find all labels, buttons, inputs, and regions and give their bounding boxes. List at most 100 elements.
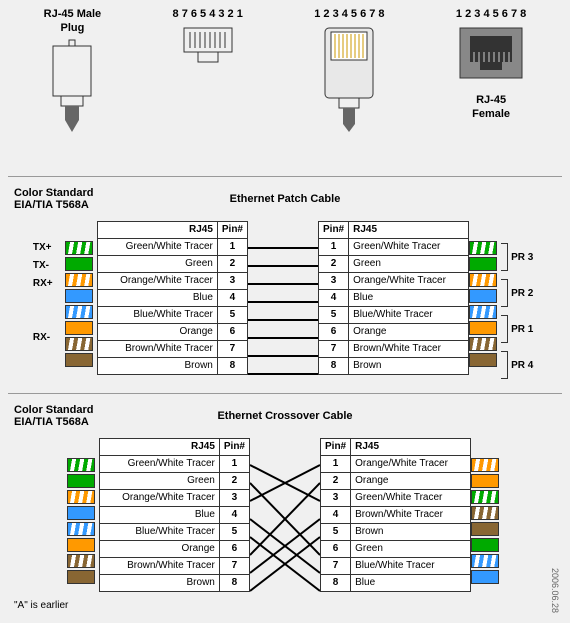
pin-row: Brown/White Tracer7 — [99, 558, 249, 575]
color-swatch — [65, 289, 93, 303]
pin-row: Brown/White Tracer7 — [97, 341, 247, 358]
divider-2 — [8, 393, 562, 394]
pin-row: 8Brown — [319, 358, 469, 375]
color-swatch — [469, 257, 497, 271]
right-swatch-column — [469, 221, 501, 369]
crossover-section: Color Standard EIA/TIA T568A Ethernet Cr… — [8, 400, 562, 615]
pin-row: 7Blue/White Tracer — [321, 558, 471, 575]
color-swatch — [67, 474, 95, 488]
male-plug-side: RJ-45 Male Plug — [44, 8, 101, 136]
pin-row: 4Blue — [319, 290, 469, 307]
patch-standard: Color Standard EIA/TIA T568A — [14, 187, 93, 211]
color-swatch — [65, 337, 93, 351]
pair-column: PR 3PR 2PR 1PR 4 — [501, 221, 537, 383]
divider-1 — [8, 176, 562, 177]
color-swatch — [67, 538, 95, 552]
cross-wiring: RJ45 Pin# Green/White Tracer1Green2Orang… — [14, 438, 556, 592]
pin-row: Brown8 — [97, 358, 247, 375]
color-swatch — [469, 353, 497, 367]
footer-note: "A" is earlier — [14, 600, 556, 611]
color-swatch — [471, 490, 499, 504]
pin-row: Blue/White Tracer5 — [97, 307, 247, 324]
patch-title: Ethernet Patch Cable — [14, 193, 556, 205]
date-stamp: 2006.06.28 — [550, 568, 560, 613]
patch-right-table: Pin# RJ45 1Green/White Tracer2Green3Oran… — [318, 221, 469, 375]
color-swatch — [67, 522, 95, 536]
front2-pins: 1 2 3 4 5 6 7 8 — [314, 8, 384, 20]
cross-title: Ethernet Crossover Cable — [14, 410, 556, 422]
front2-icon — [317, 22, 381, 132]
color-swatch — [469, 241, 497, 255]
color-swatch — [471, 474, 499, 488]
pin-row: 1Orange/White Tracer — [321, 456, 471, 473]
pair-bracket: PR 1 — [501, 311, 537, 347]
color-swatch — [469, 337, 497, 351]
pin-row: 7Brown/White Tracer — [319, 341, 469, 358]
female-jack: 1 2 3 4 5 6 7 8 RJ-45 Female — [456, 8, 526, 120]
color-swatch — [65, 353, 93, 367]
color-swatch — [471, 458, 499, 472]
pin-row: Orange/White Tracer3 — [97, 273, 247, 290]
pin-row: 5Blue/White Tracer — [319, 307, 469, 324]
pin-row: Brown8 — [99, 575, 249, 592]
female-pins: 1 2 3 4 5 6 7 8 — [456, 8, 526, 20]
color-swatch — [65, 305, 93, 319]
pin-row: Blue/White Tracer5 — [99, 524, 249, 541]
color-swatch — [471, 522, 499, 536]
pin-row: Green2 — [99, 473, 249, 490]
pin-row: 5Brown — [321, 524, 471, 541]
color-swatch — [67, 554, 95, 568]
color-swatch — [67, 570, 95, 584]
cross-left-table: RJ45 Pin# Green/White Tracer1Green2Orang… — [99, 438, 250, 592]
color-swatch — [65, 241, 93, 255]
male-plug-label2: Plug — [44, 22, 101, 34]
left-swatch-column — [65, 221, 97, 369]
pin-row: Blue4 — [99, 507, 249, 524]
patch-left-table: RJ45 Pin# Green/White Tracer1Green2Orang… — [97, 221, 248, 375]
front1-icon — [178, 22, 238, 82]
female-label2: Female — [456, 108, 526, 120]
cross-left-swatch — [67, 438, 99, 586]
pin-row: 3Orange/White Tracer — [319, 273, 469, 290]
color-swatch — [471, 538, 499, 552]
color-swatch — [469, 273, 497, 287]
patch-section: Color Standard EIA/TIA T568A Ethernet Pa… — [8, 183, 562, 387]
front-view-2: 1 2 3 4 5 6 7 8 — [314, 8, 384, 132]
pin-row: 4Brown/White Tracer — [321, 507, 471, 524]
pin-row: Orange/White Tracer3 — [99, 490, 249, 507]
cross-standard: Color Standard EIA/TIA T568A — [14, 404, 93, 428]
color-swatch — [65, 257, 93, 271]
color-swatch — [469, 305, 497, 319]
pin-row: Green/White Tracer1 — [99, 456, 249, 473]
female-label1: RJ-45 — [456, 94, 526, 106]
pin-row: 2Orange — [321, 473, 471, 490]
pair-bracket: PR 3 — [501, 239, 537, 275]
color-swatch — [65, 273, 93, 287]
color-swatch — [67, 458, 95, 472]
color-swatch — [469, 321, 497, 335]
pin-row: Orange6 — [99, 541, 249, 558]
pair-bracket: PR 4 — [501, 347, 537, 383]
patch-wiring: TX+TX-RX+RX- RJ45 Pin# Green/White Trace… — [14, 221, 556, 383]
color-swatch — [471, 506, 499, 520]
pin-row: Green2 — [97, 256, 247, 273]
cross-right-swatch — [471, 438, 503, 586]
color-swatch — [67, 506, 95, 520]
pin-row: Green/White Tracer1 — [97, 239, 247, 256]
color-swatch — [469, 289, 497, 303]
pin-row: 2Green — [319, 256, 469, 273]
pin-row: Blue4 — [97, 290, 247, 307]
pin-row: Orange6 — [97, 324, 247, 341]
connector-row: RJ-45 Male Plug 8 7 6 5 4 3 2 1 1 2 3 4 … — [8, 8, 562, 168]
pin-row: 8Blue — [321, 575, 471, 592]
color-swatch — [67, 490, 95, 504]
color-swatch — [471, 554, 499, 568]
pair-bracket: PR 2 — [501, 275, 537, 311]
female-icon — [456, 22, 526, 92]
pin-row: 6Green — [321, 541, 471, 558]
male-plug-label1: RJ-45 Male — [44, 8, 101, 20]
signal-column: TX+TX-RX+RX- — [33, 221, 65, 383]
pin-row: 3Green/White Tracer — [321, 490, 471, 507]
color-swatch — [65, 321, 93, 335]
male-plug-icon — [47, 36, 97, 136]
